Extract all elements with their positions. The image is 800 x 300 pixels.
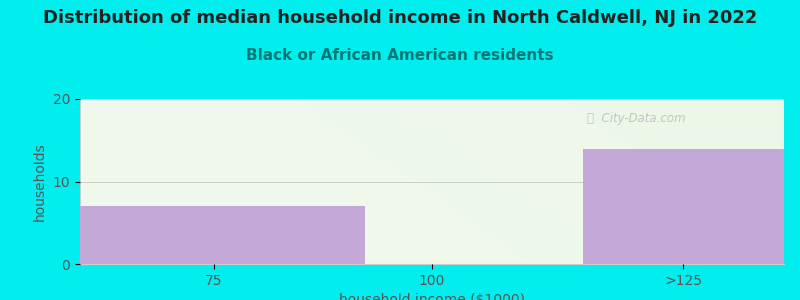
Y-axis label: households: households [33, 142, 47, 221]
X-axis label: household income ($1000): household income ($1000) [339, 293, 525, 300]
Text: ⓘ  City-Data.com: ⓘ City-Data.com [587, 112, 686, 125]
Bar [583, 148, 784, 264]
Text: Distribution of median household income in North Caldwell, NJ in 2022: Distribution of median household income … [43, 9, 757, 27]
Bar [63, 206, 365, 264]
Text: Black or African American residents: Black or African American residents [246, 48, 554, 63]
